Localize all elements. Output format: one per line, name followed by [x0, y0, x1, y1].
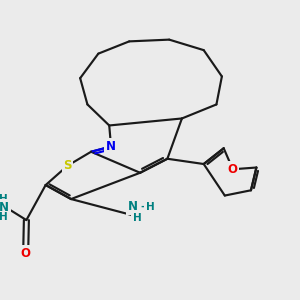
Text: S: S — [63, 159, 72, 172]
Text: H: H — [146, 202, 154, 212]
Text: H: H — [133, 213, 141, 224]
Text: N: N — [106, 140, 116, 153]
Text: N: N — [128, 200, 137, 213]
Text: H: H — [0, 212, 8, 222]
Text: O: O — [228, 163, 238, 176]
Text: -: - — [140, 202, 145, 212]
Text: H: H — [0, 194, 8, 204]
Text: O: O — [21, 247, 31, 260]
Text: N: N — [0, 201, 9, 214]
